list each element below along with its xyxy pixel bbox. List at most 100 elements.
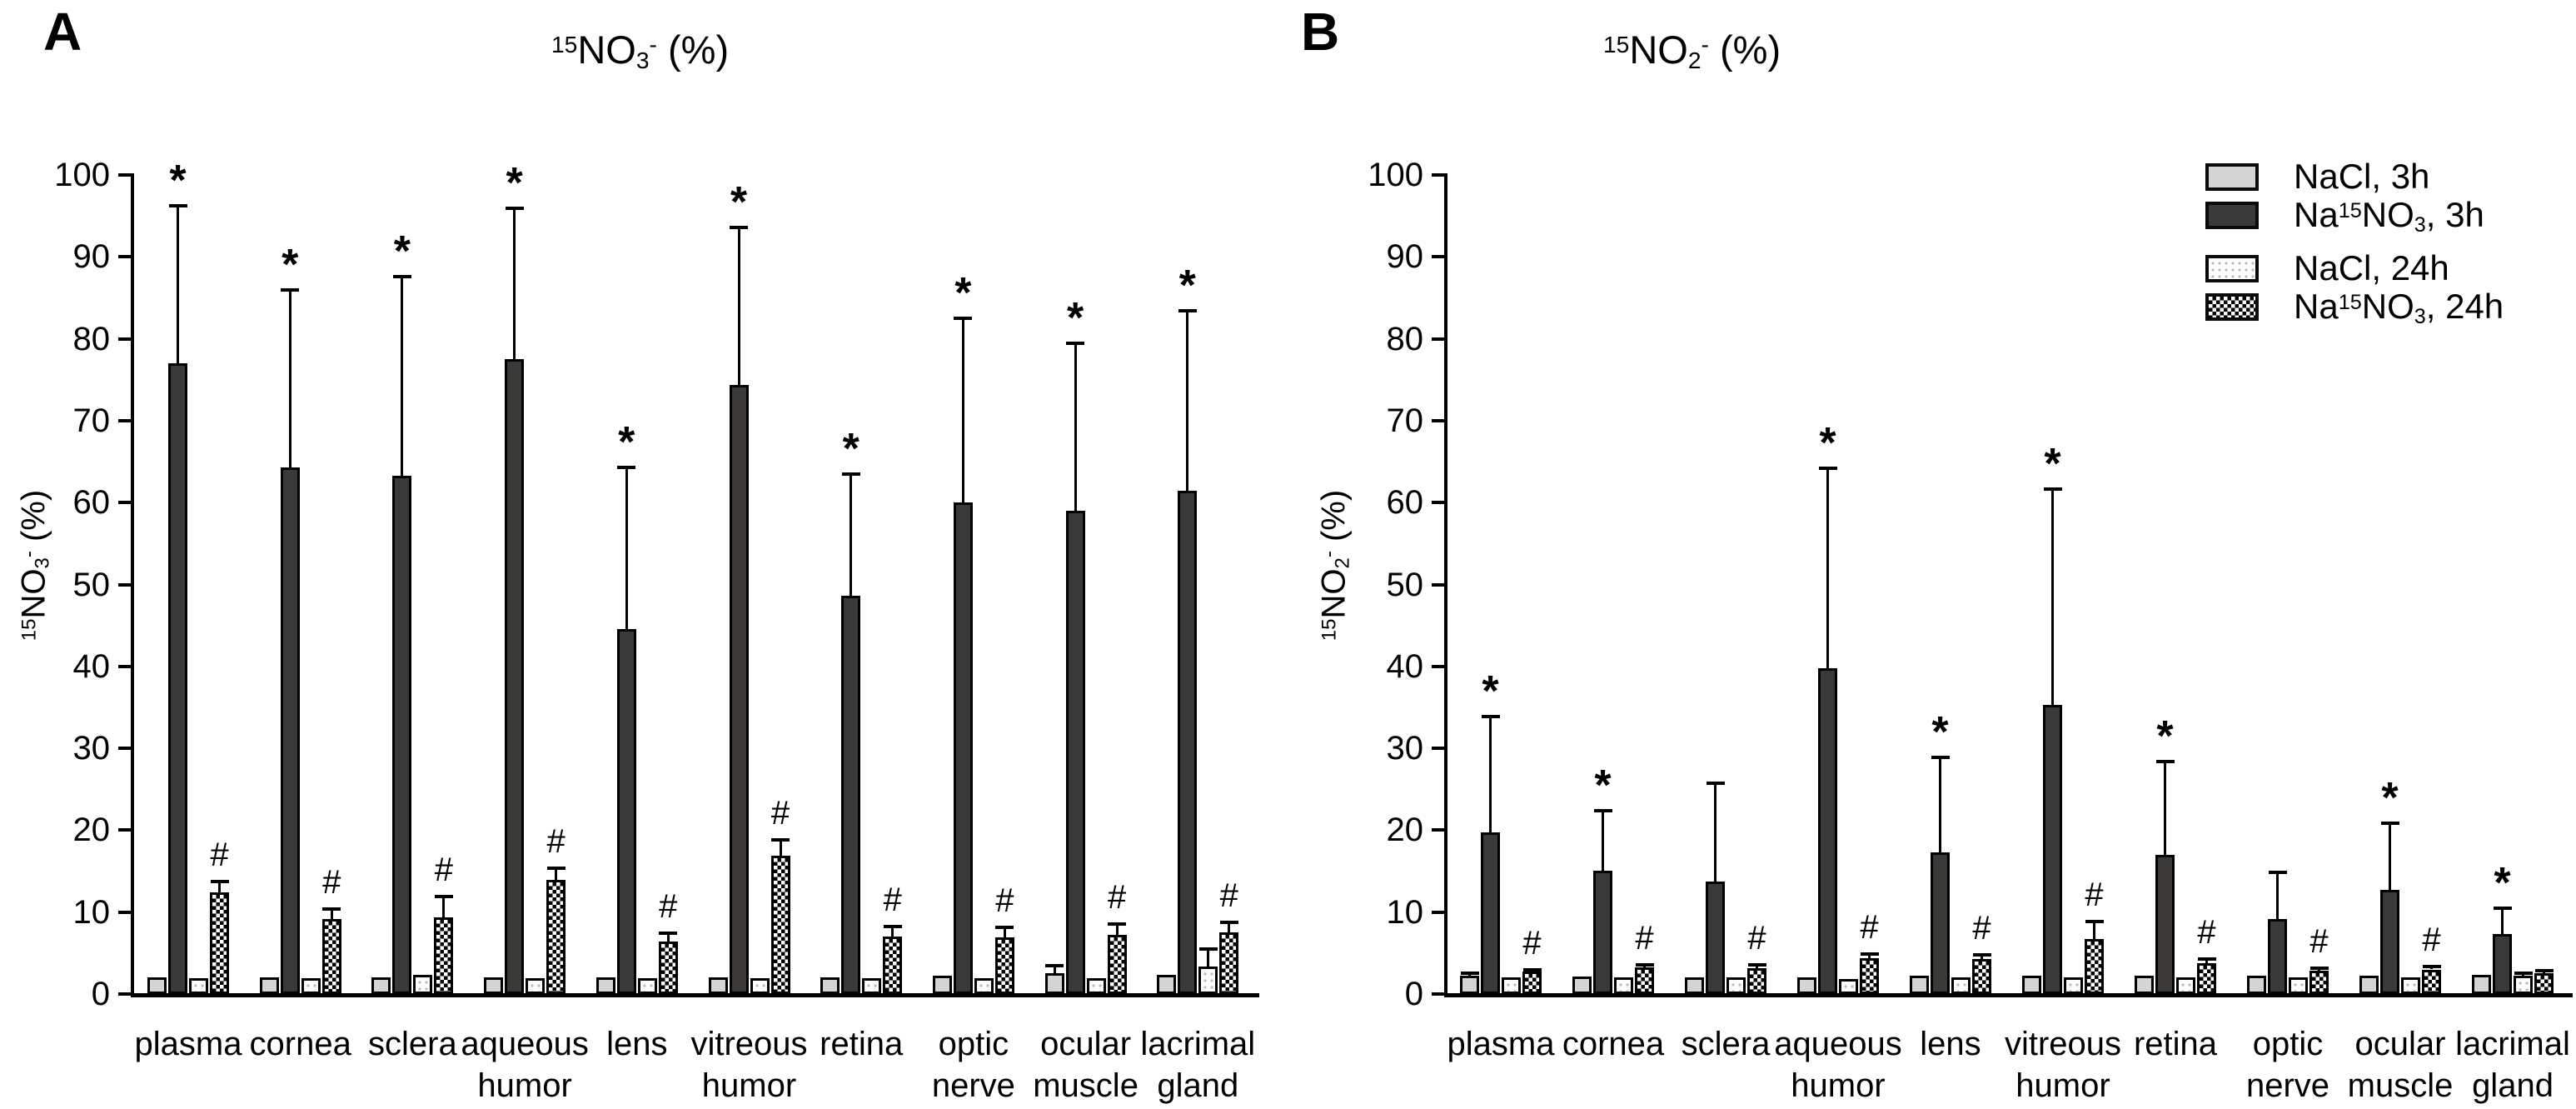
bar-dark xyxy=(1818,667,1837,994)
text-segment: NO xyxy=(2361,195,2414,234)
significance-marker: * xyxy=(954,269,972,318)
error-bar-cap xyxy=(392,274,411,278)
bar-dotted xyxy=(750,978,770,994)
error-bar-cap xyxy=(1108,922,1127,927)
significance-marker: # xyxy=(659,888,678,926)
x-category-line: lacrimal xyxy=(1140,1026,1256,1062)
bar-light xyxy=(1685,977,1704,994)
bar-checker xyxy=(1972,958,1991,994)
y-tick xyxy=(1432,992,1444,996)
x-category-line: humor xyxy=(2015,1067,2110,1104)
error-bar-line xyxy=(2051,489,2054,705)
error-bar-cap xyxy=(617,465,636,469)
x-category-label: retina xyxy=(2088,1023,2263,1065)
legend-item: NaCl, 24h xyxy=(2205,248,2576,287)
significance-marker: * xyxy=(1594,761,1612,810)
text-segment: Na xyxy=(2294,287,2339,326)
error-bar-line xyxy=(1602,810,1604,871)
bar-dark xyxy=(616,628,636,994)
bar-dark xyxy=(2268,918,2287,994)
bar-dark xyxy=(1593,870,1612,994)
bar-checker xyxy=(1219,932,1239,994)
y-tick xyxy=(118,582,131,587)
x-category-label: cornea xyxy=(1526,1023,1701,1065)
y-tick-label: 30 xyxy=(72,730,111,767)
error-bar-cap xyxy=(322,907,341,911)
x-category-line: ocular xyxy=(1040,1026,1132,1062)
y-tick-label: 70 xyxy=(1386,402,1424,439)
bar-dotted xyxy=(413,975,433,994)
error-bar-line xyxy=(1939,757,1941,852)
error-bar-line xyxy=(1228,922,1231,933)
error-bar-cap xyxy=(2514,972,2533,976)
x-category-line: cornea xyxy=(1562,1026,1665,1062)
text-segment: (%) xyxy=(1708,27,1781,72)
y-tick xyxy=(1432,173,1444,177)
error-bar-line xyxy=(2164,761,2166,855)
error-bar-cap xyxy=(2534,969,2554,973)
error-bar-cap xyxy=(954,317,973,321)
y-tick-label: 20 xyxy=(72,812,111,849)
significance-marker: * xyxy=(393,227,411,276)
error-bar-line xyxy=(625,467,628,629)
x-category-line: humor xyxy=(701,1067,797,1104)
error-bar-cap xyxy=(1593,808,1612,812)
error-bar-cap xyxy=(1972,952,1991,957)
error-bar-cap xyxy=(883,925,902,929)
bar-light xyxy=(1797,977,1816,994)
significance-marker: # xyxy=(1107,879,1127,917)
bar-checker xyxy=(883,937,903,994)
error-bar-line xyxy=(1489,716,1492,833)
error-bar-cap xyxy=(2155,759,2175,763)
error-bar-cap xyxy=(1460,972,1479,976)
significance-marker: # xyxy=(2309,922,2329,960)
error-bar-cap xyxy=(995,926,1014,930)
y-tick xyxy=(1432,828,1444,832)
significance-marker: # xyxy=(1635,919,1654,957)
error-bar-line xyxy=(1186,311,1189,492)
significance-marker: * xyxy=(169,157,187,206)
x-axis-line xyxy=(131,993,1259,997)
y-tick xyxy=(1432,910,1444,914)
x-category-label: lacrimal gland xyxy=(1110,1023,1285,1107)
bar-light xyxy=(259,977,279,994)
x-category-line: nerve xyxy=(2245,1067,2330,1104)
significance-marker: * xyxy=(1066,294,1084,343)
significance-marker: * xyxy=(842,424,859,473)
error-bar-cap xyxy=(1045,963,1064,967)
text-segment: - xyxy=(649,31,657,58)
error-bar-line xyxy=(555,867,558,881)
x-category-label: retina xyxy=(774,1023,949,1065)
error-bar-line xyxy=(666,933,670,942)
error-bar-line xyxy=(1981,954,1983,959)
error-bar-cap xyxy=(1178,309,1197,313)
y-tick xyxy=(118,992,131,996)
error-bar-cap xyxy=(730,225,748,229)
error-bar-line xyxy=(1115,924,1119,936)
bar-dark xyxy=(505,359,525,994)
panel-b-letter: B xyxy=(1301,2,1340,62)
bar-dotted xyxy=(2401,977,2420,994)
legend-swatch-dotted xyxy=(2205,255,2259,282)
text-segment: NO xyxy=(2361,287,2414,326)
error-bar-line xyxy=(1003,927,1006,938)
error-bar-line xyxy=(2501,907,2504,935)
error-bar-cap xyxy=(659,932,678,936)
y-tick-label: 0 xyxy=(1404,976,1423,1012)
bar-checker xyxy=(1107,935,1127,994)
x-category-line: aqueous xyxy=(1774,1026,1902,1062)
bar-checker xyxy=(2422,969,2441,994)
x-category-label: ocular muscle xyxy=(2313,1023,2488,1107)
legend-label: Na15NO3, 3h xyxy=(2294,195,2484,235)
significance-marker: * xyxy=(1819,418,1836,467)
bar-dotted xyxy=(1502,977,1521,994)
bar-dotted xyxy=(2289,977,2308,994)
significance-marker: * xyxy=(2494,858,2511,907)
x-category-line: vitreous xyxy=(2004,1026,2122,1062)
bar-checker xyxy=(770,855,790,994)
error-bar-line xyxy=(177,206,179,364)
bar-checker xyxy=(994,937,1014,994)
y-tick xyxy=(118,664,131,668)
y-tick xyxy=(1432,337,1444,341)
